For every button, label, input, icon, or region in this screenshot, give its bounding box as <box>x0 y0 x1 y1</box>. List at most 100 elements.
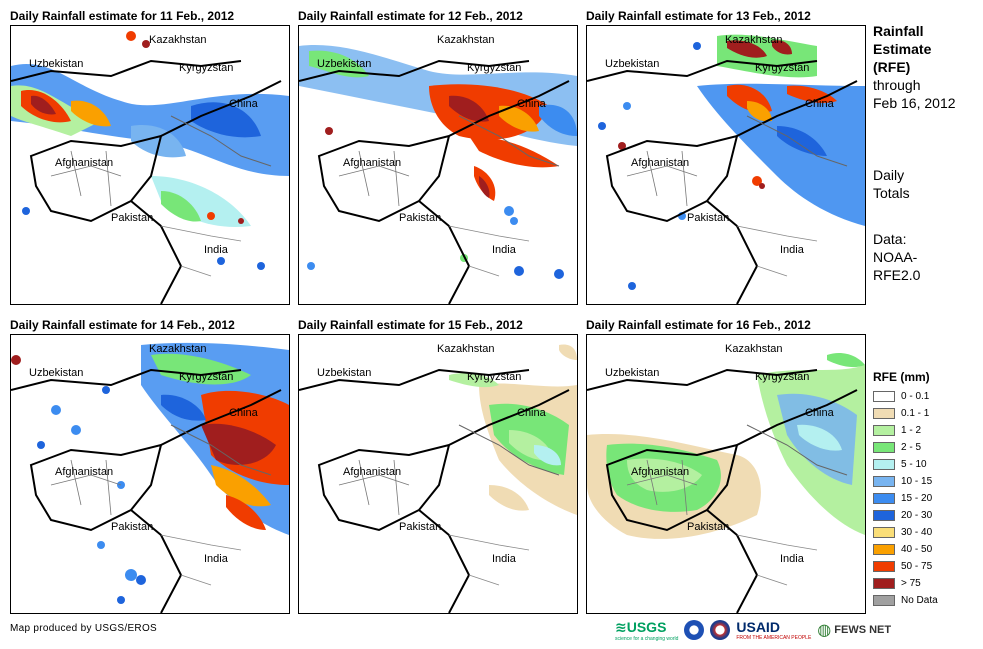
label-kyrgyzstan: Kyrgyzstan <box>179 62 234 74</box>
noaa-logo-icon <box>684 620 705 640</box>
label-uzbekistan: Uzbekistan <box>605 367 660 379</box>
sidebar-through: through <box>873 77 921 93</box>
globe-icon: ◍ <box>817 622 832 639</box>
label-china: China <box>517 407 546 419</box>
label-kyrgyzstan: Kyrgyzstan <box>467 62 522 74</box>
legend-label: 30 - 40 <box>901 527 933 538</box>
panel-title-16feb: Daily Rainfall estimate for 16 Feb., 201… <box>586 318 811 332</box>
legend-label: 50 - 75 <box>901 561 933 572</box>
legend-title: RFE (mm) <box>873 370 930 384</box>
sidebar-date: Feb 16, 2012 <box>873 95 956 111</box>
legend-item: 20 - 30 <box>873 507 983 524</box>
legend-label: 10 - 15 <box>901 476 933 487</box>
label-china: China <box>229 98 258 110</box>
label-pakistan: Pakistan <box>111 521 154 533</box>
label-china: China <box>517 98 546 110</box>
logo-strip: ≋ USGS science for a changing world USAI… <box>615 617 891 643</box>
label-afghanistan: Afghanistan <box>631 157 690 169</box>
label-kyrgyzstan: Kyrgyzstan <box>755 371 810 383</box>
legend-item: 30 - 40 <box>873 524 983 541</box>
label-uzbekistan: Uzbekistan <box>317 58 372 70</box>
label-kyrgyzstan: Kyrgyzstan <box>467 371 522 383</box>
label-pakistan: Pakistan <box>687 212 730 224</box>
legend-label: 40 - 50 <box>901 544 933 555</box>
label-uzbekistan: Uzbekistan <box>29 58 84 70</box>
map-panel-13feb: Kazakhstan Kyrgyzstan Uzbekistan China A… <box>586 25 866 305</box>
map-panel-16feb: Kazakhstan Kyrgyzstan Uzbekistan China A… <box>586 334 866 614</box>
label-kazakhstan: Kazakhstan <box>149 34 207 46</box>
legend-label: 0.1 - 1 <box>901 408 930 419</box>
label-afghanistan: Afghanistan <box>343 157 402 169</box>
legend-swatch <box>873 510 895 521</box>
nws-logo-icon <box>710 620 731 640</box>
label-uzbekistan: Uzbekistan <box>29 367 84 379</box>
legend-item: No Data <box>873 592 983 609</box>
legend-item: 40 - 50 <box>873 541 983 558</box>
label-kazakhstan: Kazakhstan <box>725 343 783 355</box>
label-pakistan: Pakistan <box>111 212 154 224</box>
legend-swatch <box>873 425 895 436</box>
legend-swatch <box>873 544 895 555</box>
sidebar-data-source-1: NOAA- <box>873 249 918 265</box>
sidebar-title-line3: (RFE) <box>873 59 911 75</box>
label-afghanistan: Afghanistan <box>631 466 690 478</box>
label-pakistan: Pakistan <box>687 521 730 533</box>
legend-item: 5 - 10 <box>873 456 983 473</box>
label-india: India <box>780 553 804 565</box>
label-india: India <box>204 244 228 256</box>
sidebar-totals: Totals <box>873 185 910 201</box>
legend-swatch <box>873 391 895 402</box>
label-kazakhstan: Kazakhstan <box>725 34 783 46</box>
sidebar-title-line1: Rainfall <box>873 23 924 39</box>
fews-net-logo: ◍ FEWS NET <box>817 622 892 639</box>
sidebar-daily: Daily <box>873 167 905 183</box>
legend-item: 2 - 5 <box>873 439 983 456</box>
legend-label: 2 - 5 <box>901 442 922 453</box>
sidebar-info: Rainfall Estimate (RFE) through Feb 16, … <box>873 22 983 284</box>
legend-item: 0.1 - 1 <box>873 405 983 422</box>
label-india: India <box>204 553 228 565</box>
legend-swatch <box>873 595 895 606</box>
usaid-logo: USAID FROM THE AMERICAN PEOPLE <box>736 619 812 641</box>
label-india: India <box>492 244 516 256</box>
rainfall-map-14feb <box>11 342 289 613</box>
label-china: China <box>805 407 834 419</box>
legend-swatch <box>873 561 895 572</box>
usgs-wave-icon: ≋ <box>615 618 627 635</box>
legend-swatch <box>873 476 895 487</box>
usgs-logo: ≋ USGS science for a changing world <box>615 618 679 642</box>
panel-title-14feb: Daily Rainfall estimate for 14 Feb., 201… <box>10 318 235 332</box>
legend-item: > 75 <box>873 575 983 592</box>
label-india: India <box>492 553 516 565</box>
legend-label: 20 - 30 <box>901 510 933 521</box>
legend-label: No Data <box>901 595 938 606</box>
legend-item: 1 - 2 <box>873 422 983 439</box>
map-panel-14feb: Kazakhstan Kyrgyzstan Uzbekistan China A… <box>10 334 290 614</box>
sidebar-data-label: Data: <box>873 231 907 247</box>
legend-swatch <box>873 493 895 504</box>
panel-title-12feb: Daily Rainfall estimate for 12 Feb., 201… <box>298 9 523 23</box>
label-afghanistan: Afghanistan <box>55 157 114 169</box>
label-kazakhstan: Kazakhstan <box>437 34 495 46</box>
rainfall-map-11feb <box>11 31 289 304</box>
credit-text: Map produced by USGS/EROS <box>10 623 158 634</box>
legend-label: 1 - 2 <box>901 425 922 436</box>
rainfall-map-12feb <box>299 45 577 304</box>
map-panel-11feb: Kazakhstan Kyrgyzstan Uzbekistan China A… <box>10 25 290 305</box>
legend-label: 0 - 0.1 <box>901 391 930 402</box>
legend-swatch <box>873 527 895 538</box>
legend-item: 10 - 15 <box>873 473 983 490</box>
legend-swatch <box>873 578 895 589</box>
legend-item: 0 - 0.1 <box>873 388 983 405</box>
label-china: China <box>805 98 834 110</box>
legend-item: 50 - 75 <box>873 558 983 575</box>
legend-label: 5 - 10 <box>901 459 927 470</box>
label-uzbekistan: Uzbekistan <box>605 58 660 70</box>
label-kazakhstan: Kazakhstan <box>437 343 495 355</box>
label-kyrgyzstan: Kyrgyzstan <box>755 62 810 74</box>
label-kyrgyzstan: Kyrgyzstan <box>179 371 234 383</box>
label-uzbekistan: Uzbekistan <box>317 367 372 379</box>
sidebar-title-line2: Estimate <box>873 41 932 57</box>
label-kazakhstan: Kazakhstan <box>149 343 207 355</box>
rainfall-map-15feb <box>299 344 577 613</box>
